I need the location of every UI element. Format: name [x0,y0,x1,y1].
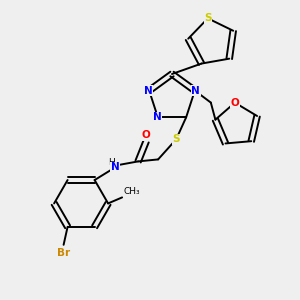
Text: N: N [144,85,152,96]
Text: N: N [152,112,161,122]
Text: S: S [172,134,180,144]
Text: O: O [142,130,151,140]
Text: Br: Br [57,248,70,258]
Text: S: S [204,14,212,23]
Text: N: N [191,85,200,96]
Text: O: O [230,98,239,108]
Text: N: N [111,162,119,172]
Text: H: H [108,158,115,167]
Text: CH₃: CH₃ [123,188,140,196]
